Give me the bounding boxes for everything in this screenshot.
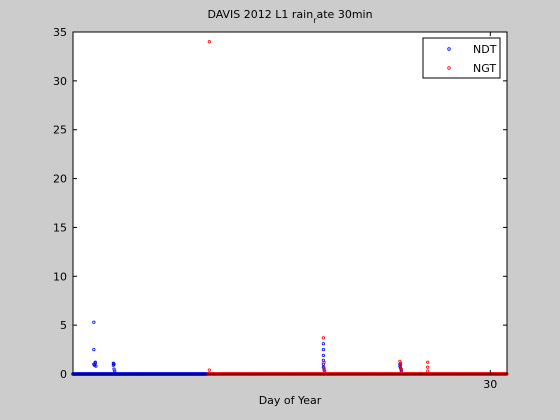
y-tick-label: 30 [53,75,67,88]
data-point [322,360,326,364]
data-point [398,363,403,367]
data-point [321,342,325,346]
y-tick-label: 5 [60,319,67,332]
data-point [93,360,97,364]
y-tick-label: 35 [53,26,67,39]
plot-area [73,32,507,374]
y-tick-label: 10 [53,270,67,283]
data-point [321,336,325,340]
x-axis: 30 [483,32,497,391]
data-point [113,369,117,373]
data-point [426,360,430,364]
axes-frame [72,31,508,375]
legend-label-ngt: NGT [473,62,496,75]
legend-marker-ndt [447,47,451,51]
y-tick-label: 25 [53,124,67,137]
chart-title-tail: ate 30min [317,8,373,21]
chart-title: DAVIS 2012 L1 rainrate 30min [207,8,372,25]
data-point [92,347,96,352]
data-point [426,365,430,369]
legend-marker-ngt [447,66,451,70]
legend-box [422,37,501,79]
data-point [207,40,211,44]
data-point [322,366,326,370]
data-point [92,320,96,324]
data-point [112,362,116,366]
chart-title-main: DAVIS 2012 L1 rain [207,8,313,21]
y-tick-label: 20 [53,173,67,186]
data-point [94,364,98,368]
data-point [321,347,325,352]
legend-label-ndt: NDT [473,43,497,56]
data-point [426,369,430,373]
data-point [399,367,403,371]
chart-title-subscript: r [313,16,317,25]
y-axis: 0 5 10 15 20 25 30 35 [53,26,507,381]
legend: NDT NGT [422,37,501,79]
y-tick-label: 15 [53,221,67,234]
x-tick-label: 30 [483,378,497,391]
y-tick-label: 0 [60,368,67,381]
data-point [398,361,403,365]
x-axis-label: Day of Year [259,394,322,407]
data-point [321,353,325,358]
data-point [207,368,211,372]
data-point [323,369,327,373]
